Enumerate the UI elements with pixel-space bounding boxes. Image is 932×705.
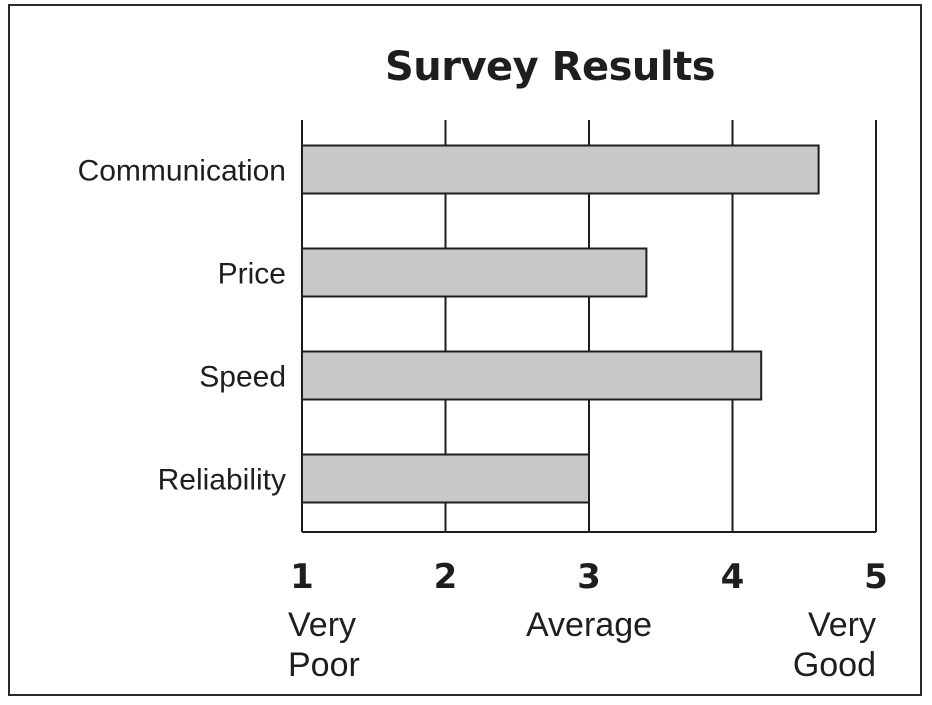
tick-label-4: 5 [864,557,888,597]
scale-label-2: Very Good [793,606,876,684]
tick-label-1: 2 [434,557,458,597]
scale-label-1: Average [526,606,652,644]
chart-title: Survey Results [384,44,716,90]
category-label-3: Reliability [158,464,286,497]
tick-label-0: 1 [290,557,314,597]
scale-label-0: Very Poor [288,606,360,684]
tick-label-3: 4 [721,557,745,597]
bar-3 [301,453,590,504]
chart-frame [8,4,922,696]
category-label-1: Price [218,258,286,291]
tick-label-2: 3 [577,557,601,597]
bar-1 [301,247,648,298]
category-label-2: Speed [199,361,286,394]
bar-2 [301,350,763,401]
category-label-0: Communication [78,155,286,188]
bar-0 [301,144,820,195]
